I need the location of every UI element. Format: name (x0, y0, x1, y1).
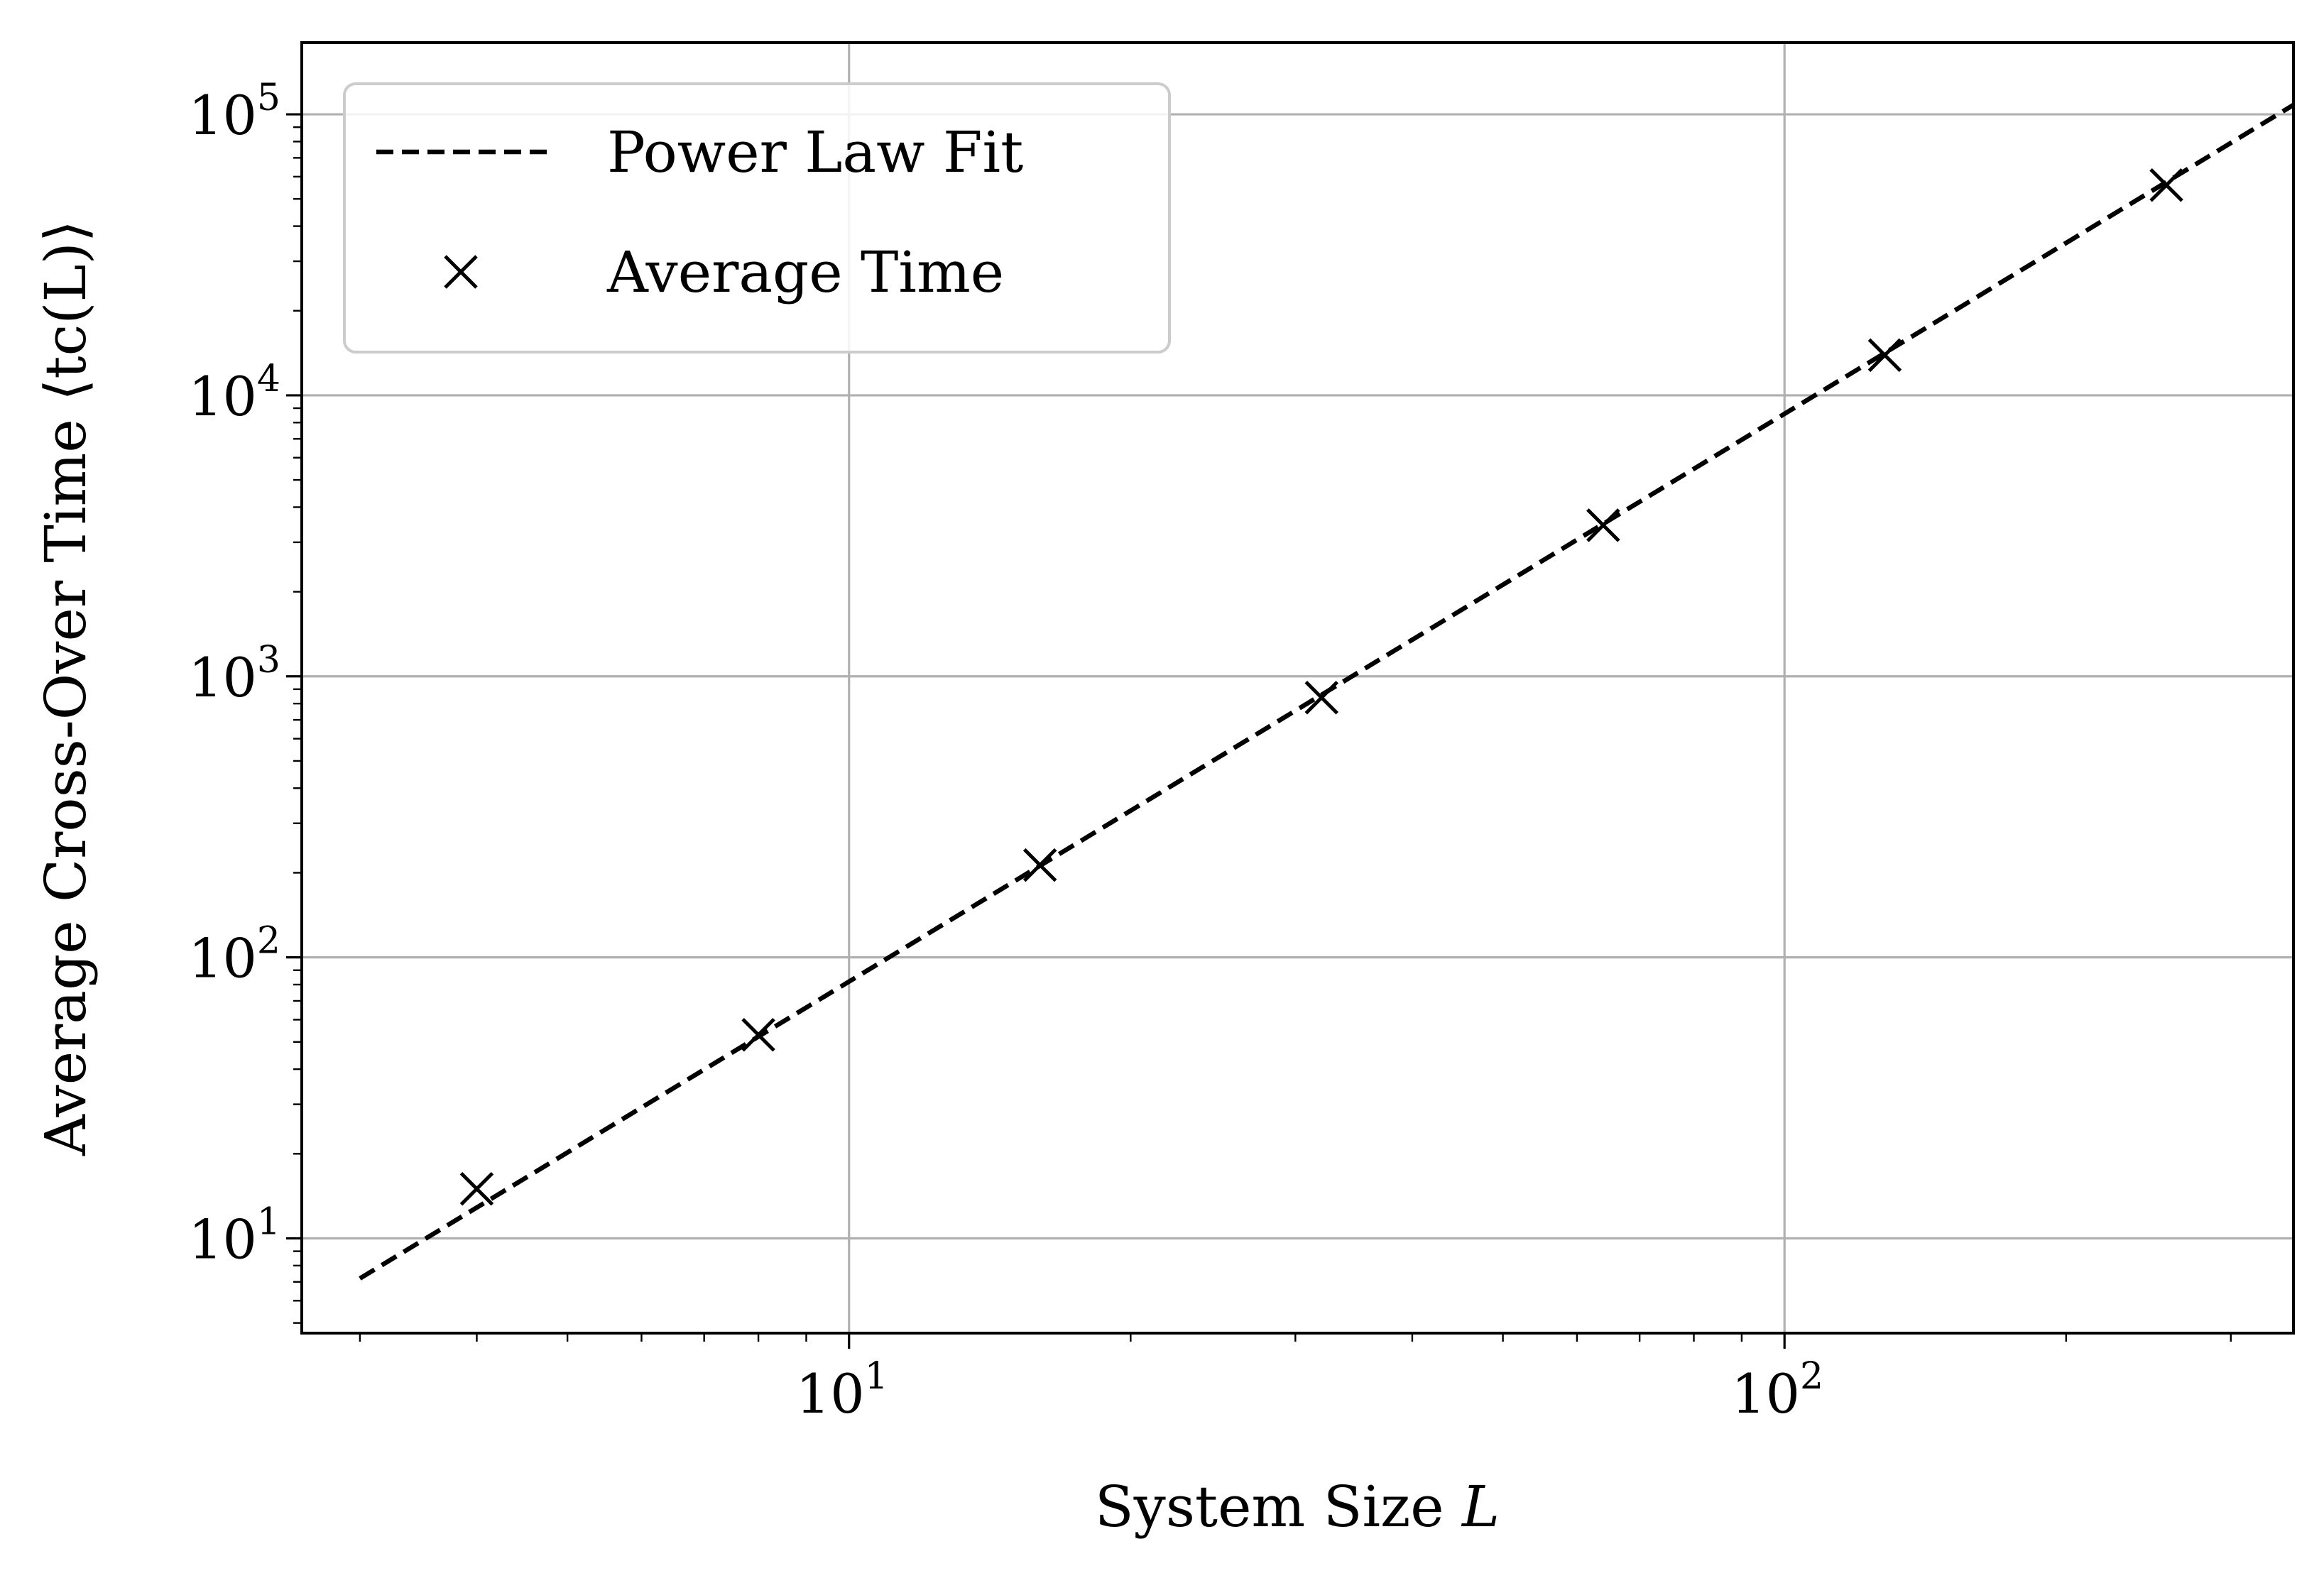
data-point-average-time (2149, 168, 2183, 202)
data-point-average-time (741, 1018, 775, 1052)
marker-stroke (2149, 168, 2183, 202)
data-point-average-time (1304, 680, 1339, 715)
legend-swatch-average-time (444, 255, 478, 289)
x-axis-label-text: System Size (1095, 1474, 1462, 1540)
plot-frame (300, 41, 2295, 1335)
plot-data (359, 103, 2295, 1281)
legend-label-power-law-fit: Power Law Fit (607, 119, 1023, 185)
x-tick-label: 102 (1731, 1355, 1823, 1425)
marker-stroke (1304, 680, 1339, 715)
marker-stroke (1022, 848, 1057, 882)
x-axis-label-variable: L (1461, 1474, 1500, 1540)
y-tick-label: 103 (188, 639, 280, 709)
y-tick-label: 102 (188, 920, 280, 990)
data-point-average-time (1022, 848, 1057, 882)
marker-stroke (741, 1018, 775, 1052)
y-tick-label: 105 (188, 77, 280, 147)
y-tick-label: 101 (188, 1200, 280, 1271)
legend: Power Law Fit Average Time (343, 82, 1171, 354)
legend-label-average-time: Average Time (606, 239, 1004, 305)
marker-stroke (1586, 508, 1620, 542)
marker-stroke (459, 1172, 494, 1206)
axis-ticks: 101 102 101 102 103 104 105 (188, 77, 2232, 1425)
marker-stroke (1867, 338, 1902, 373)
data-point-average-time (459, 1172, 494, 1206)
data-point-average-time (1867, 338, 1902, 373)
x-tick-label: 101 (796, 1355, 888, 1425)
data-point-average-time (1586, 508, 1620, 542)
x-axis-label: System Size L (1095, 1474, 1500, 1540)
legend-frame (343, 82, 1171, 354)
y-axis-label: Average Cross-Over Time ⟨tc(L)⟩ (33, 220, 99, 1156)
y-tick-label: 104 (188, 358, 280, 428)
